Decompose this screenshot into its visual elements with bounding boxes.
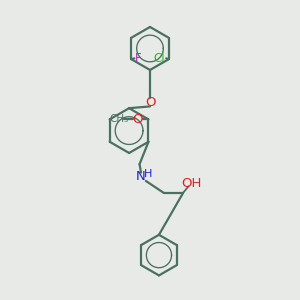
Text: H: H: [143, 169, 152, 179]
Text: Cl: Cl: [154, 52, 166, 65]
Text: O: O: [132, 113, 142, 126]
Text: F: F: [135, 52, 141, 65]
Text: CH₃: CH₃: [109, 114, 128, 124]
Text: OH: OH: [181, 177, 202, 190]
Text: N: N: [136, 170, 146, 183]
Text: O: O: [145, 96, 155, 109]
